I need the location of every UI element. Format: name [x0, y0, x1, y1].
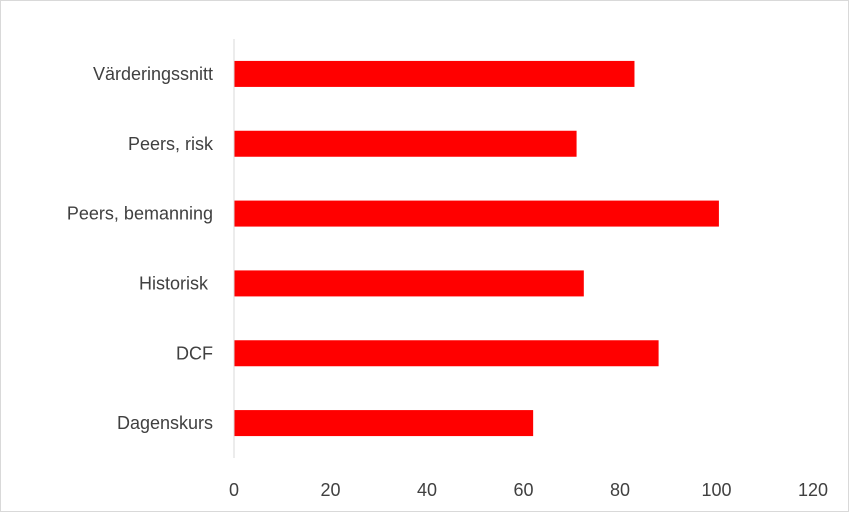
x-tick-label-0: 0: [229, 480, 239, 500]
category-label-2: Peers, bemanning: [67, 204, 213, 224]
category-label-4: DCF: [176, 343, 213, 363]
bar-5: [234, 410, 534, 437]
bar-1: [234, 130, 577, 157]
category-label-0: Värderingssnitt: [93, 64, 213, 84]
x-tick-labels: 0 20 40 60 80 100 120: [229, 480, 828, 500]
bar-4: [234, 340, 659, 367]
x-tick-label-1: 20: [320, 480, 340, 500]
category-label-1: Peers, risk: [128, 134, 214, 154]
bars-group: [234, 60, 719, 437]
x-tick-label-5: 100: [701, 480, 731, 500]
x-tick-label-2: 40: [417, 480, 437, 500]
bar-0: [234, 60, 635, 87]
category-labels: Värderingssnitt Peers, risk Peers, bemanni…: [67, 64, 214, 433]
category-label-5: Dagenskurs: [117, 413, 213, 433]
bar-3: [234, 270, 584, 297]
x-tick-label-3: 60: [513, 480, 533, 500]
bar-2: [234, 200, 719, 227]
category-label-3: Historisk: [139, 273, 213, 293]
x-tick-label-6: 120: [798, 480, 828, 500]
x-tick-label-4: 80: [610, 480, 630, 500]
